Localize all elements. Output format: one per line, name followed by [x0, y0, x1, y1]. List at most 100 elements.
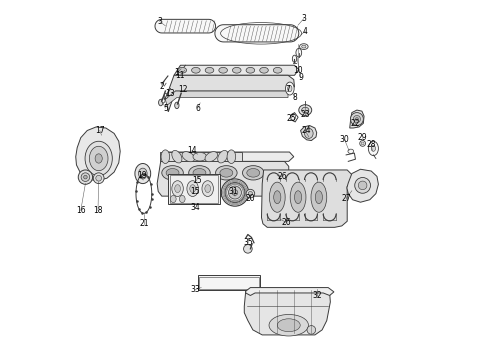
- Bar: [160, 152, 242, 161]
- Polygon shape: [166, 75, 294, 112]
- Ellipse shape: [371, 145, 375, 151]
- Ellipse shape: [247, 168, 260, 177]
- Ellipse shape: [269, 315, 309, 336]
- Circle shape: [358, 181, 367, 190]
- Bar: [170, 175, 218, 203]
- Polygon shape: [262, 170, 352, 227]
- Ellipse shape: [193, 168, 206, 177]
- Ellipse shape: [166, 168, 179, 177]
- Ellipse shape: [353, 116, 361, 123]
- Ellipse shape: [172, 181, 183, 197]
- Ellipse shape: [159, 99, 163, 106]
- Ellipse shape: [260, 67, 269, 73]
- Polygon shape: [157, 161, 289, 196]
- Ellipse shape: [299, 44, 308, 49]
- Ellipse shape: [135, 163, 151, 184]
- Text: 14: 14: [187, 146, 197, 155]
- Circle shape: [248, 192, 252, 196]
- Circle shape: [225, 183, 245, 203]
- Ellipse shape: [348, 149, 354, 153]
- Circle shape: [246, 189, 255, 198]
- Ellipse shape: [315, 191, 322, 204]
- Ellipse shape: [232, 67, 241, 73]
- Ellipse shape: [211, 188, 216, 195]
- Text: 32: 32: [312, 291, 321, 300]
- Text: 35: 35: [243, 238, 253, 247]
- Polygon shape: [166, 91, 288, 105]
- Text: 26: 26: [281, 218, 291, 227]
- Circle shape: [78, 170, 93, 184]
- Text: 22: 22: [351, 119, 360, 128]
- Ellipse shape: [288, 85, 292, 92]
- Text: 28: 28: [367, 140, 376, 149]
- Text: 25: 25: [286, 114, 295, 123]
- Ellipse shape: [218, 150, 228, 163]
- Ellipse shape: [189, 166, 210, 180]
- Ellipse shape: [164, 93, 168, 98]
- Bar: [168, 174, 220, 204]
- Ellipse shape: [219, 67, 227, 73]
- Bar: [199, 277, 259, 289]
- Ellipse shape: [179, 195, 185, 203]
- Circle shape: [232, 190, 238, 195]
- Ellipse shape: [220, 168, 233, 177]
- Text: 5: 5: [163, 104, 168, 113]
- Ellipse shape: [205, 152, 218, 162]
- Ellipse shape: [304, 129, 313, 138]
- Circle shape: [360, 140, 366, 146]
- Text: 26: 26: [278, 172, 288, 181]
- Ellipse shape: [192, 67, 200, 73]
- Text: 16: 16: [76, 206, 86, 215]
- Text: 24: 24: [301, 126, 311, 135]
- Ellipse shape: [290, 182, 306, 212]
- Ellipse shape: [161, 98, 165, 103]
- Polygon shape: [347, 169, 378, 202]
- Ellipse shape: [190, 185, 196, 193]
- Circle shape: [93, 173, 104, 184]
- Text: 15: 15: [192, 176, 201, 185]
- Ellipse shape: [296, 48, 302, 57]
- Text: 7: 7: [285, 85, 290, 94]
- Text: 18: 18: [93, 206, 103, 215]
- Ellipse shape: [187, 181, 198, 197]
- Polygon shape: [245, 288, 330, 335]
- Circle shape: [244, 244, 252, 253]
- Text: 17: 17: [95, 126, 104, 135]
- Text: 3: 3: [301, 14, 306, 23]
- Text: 19: 19: [137, 171, 147, 180]
- Ellipse shape: [350, 113, 364, 126]
- Ellipse shape: [193, 152, 207, 161]
- Circle shape: [84, 175, 87, 179]
- Ellipse shape: [95, 154, 102, 163]
- Text: 8: 8: [292, 93, 297, 102]
- Polygon shape: [300, 126, 317, 140]
- Text: 13: 13: [165, 89, 174, 98]
- Ellipse shape: [139, 168, 147, 179]
- Ellipse shape: [195, 188, 200, 195]
- Ellipse shape: [202, 181, 214, 197]
- Ellipse shape: [311, 182, 327, 212]
- Ellipse shape: [205, 185, 211, 193]
- Circle shape: [221, 179, 248, 206]
- Circle shape: [307, 325, 316, 334]
- Ellipse shape: [293, 55, 296, 62]
- Ellipse shape: [89, 146, 108, 171]
- Polygon shape: [155, 19, 216, 33]
- Ellipse shape: [175, 102, 179, 109]
- Text: 10: 10: [293, 66, 303, 75]
- Polygon shape: [245, 288, 334, 296]
- Ellipse shape: [299, 105, 312, 116]
- Text: 29: 29: [358, 133, 368, 142]
- Text: 20: 20: [245, 194, 255, 203]
- Ellipse shape: [277, 319, 300, 332]
- Polygon shape: [76, 127, 120, 181]
- Ellipse shape: [203, 188, 208, 195]
- Ellipse shape: [274, 191, 281, 204]
- Text: 12: 12: [178, 85, 188, 94]
- Ellipse shape: [270, 182, 285, 212]
- Text: 1: 1: [174, 68, 179, 77]
- Polygon shape: [174, 65, 299, 75]
- Ellipse shape: [291, 114, 295, 120]
- Polygon shape: [161, 152, 294, 161]
- Text: 6: 6: [195, 104, 200, 113]
